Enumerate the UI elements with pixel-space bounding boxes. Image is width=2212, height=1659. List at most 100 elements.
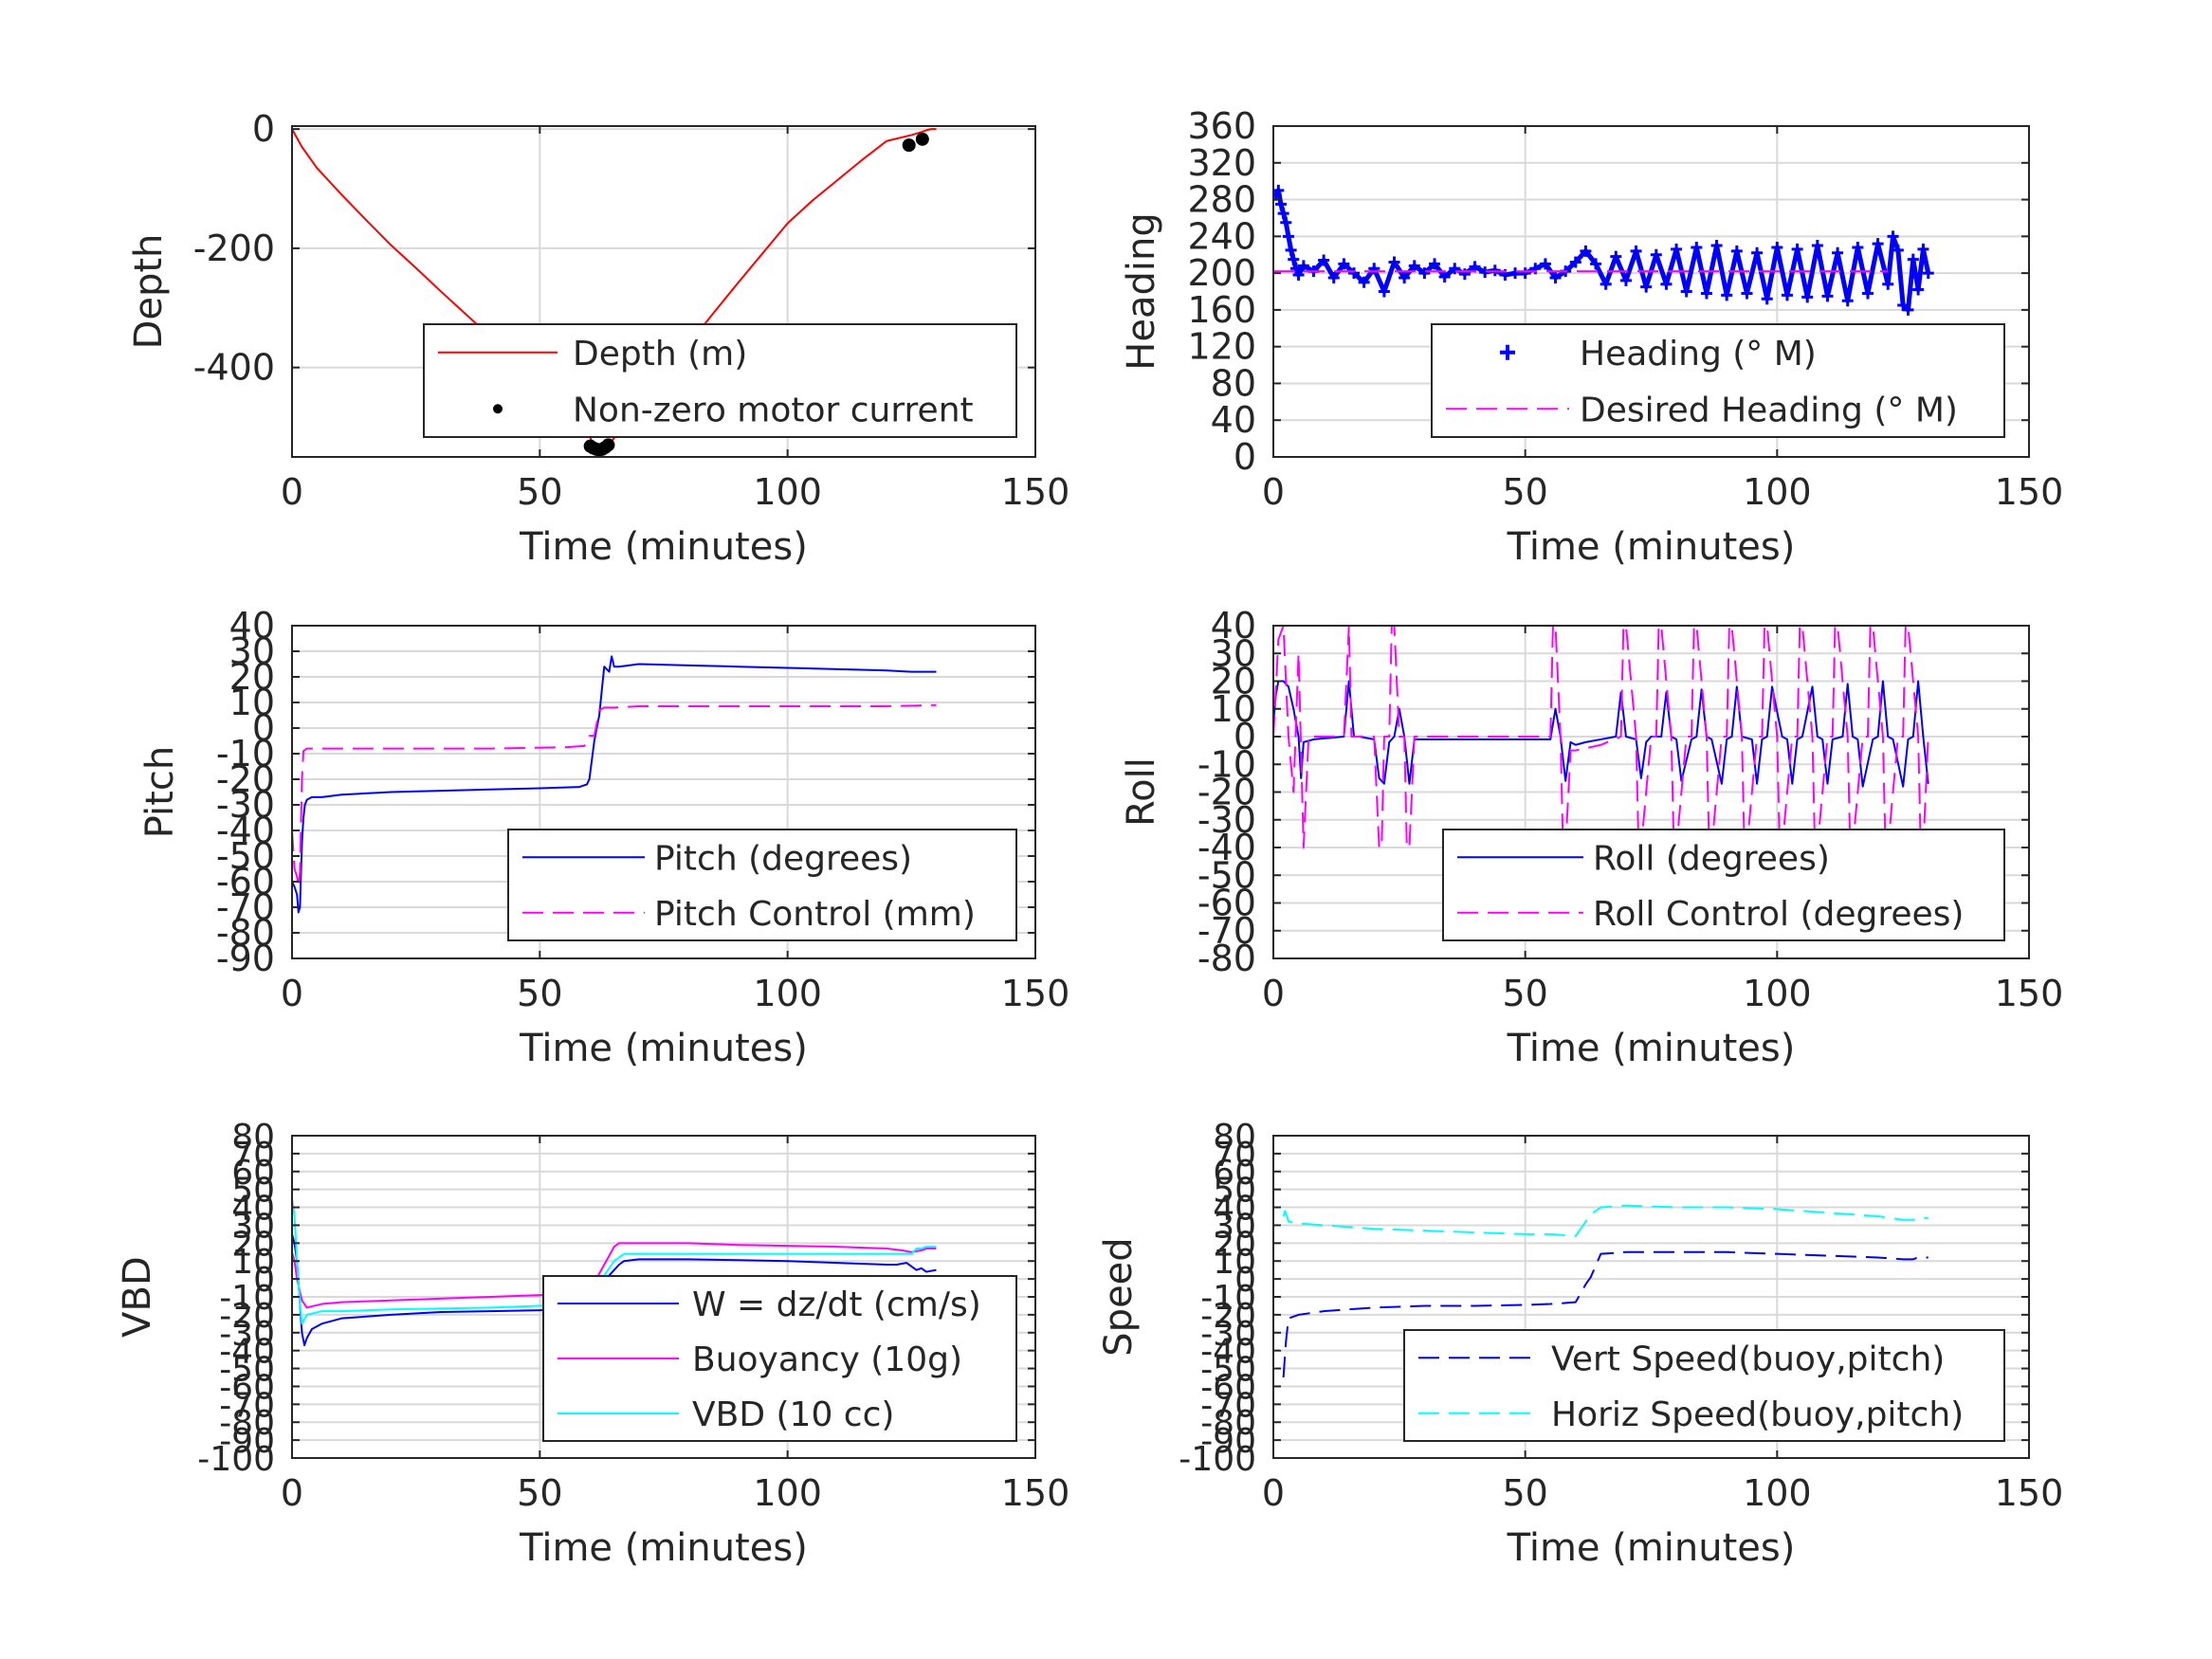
heading-ytick-label: 200 <box>1187 252 1256 294</box>
pitch-series-group <box>292 655 937 914</box>
speed-xtick-label: 150 <box>1995 1472 2064 1514</box>
speed-ytick-label: -20 <box>1200 1297 1256 1336</box>
heading-ytick-label: 160 <box>1187 289 1256 331</box>
heading-ytick-label: 360 <box>1187 105 1256 147</box>
roll-xlabel: Time (minutes) <box>1507 1027 1796 1070</box>
vbd-ytick-label: 50 <box>231 1172 275 1211</box>
pitch-ytick-label: -30 <box>216 784 275 826</box>
depth-panel: 0 50 100 150 0 -200 -400 Time (minutes) Depth Dep… <box>127 108 1069 569</box>
pitch-axes-box <box>291 625 1036 959</box>
pitch-ytick-label: 30 <box>229 630 275 672</box>
roll-ytick-label: -40 <box>1197 827 1256 868</box>
vbd-panel: 0 50 100 150-100-90-80-70-60-50-40-30-20-10… <box>116 1118 1069 1570</box>
pitch-xtick-label: 0 <box>281 973 303 1014</box>
vbd-ytick-label: -60 <box>219 1368 275 1407</box>
speed-legend: Vert Speed(buoy,pitch) Horiz Speed(buoy,p… <box>1403 1329 2005 1442</box>
speed-ytick-label: -30 <box>1200 1315 1256 1354</box>
speed-ytick-label: -60 <box>1200 1368 1256 1407</box>
speed-ytick-label: 20 <box>1213 1225 1256 1264</box>
heading-ytick-label: 280 <box>1187 179 1256 221</box>
pitch-ytick-label: -60 <box>216 861 275 902</box>
vbd-series-3-line <box>292 1197 937 1325</box>
pitch-legend-label: Pitch (degrees) <box>654 839 912 878</box>
roll-ytick-label: -50 <box>1197 854 1256 896</box>
vbd-ytick-label: -50 <box>219 1351 275 1390</box>
vbd-xtick-label: 100 <box>753 1472 822 1514</box>
pitch-legend-box <box>507 829 1017 941</box>
pitch-ytick-label: 0 <box>252 707 275 749</box>
vbd-ytick-label: 40 <box>231 1190 275 1229</box>
speed-ytick-label: -80 <box>1200 1404 1256 1443</box>
vbd-ytick-label: -100 <box>197 1440 275 1479</box>
roll-ytick-label: -30 <box>1197 799 1256 841</box>
roll-legend-label: Roll Control (degrees) <box>1593 895 1964 934</box>
depth-series-group <box>292 128 937 457</box>
vbd-ytick-label: 0 <box>253 1261 275 1300</box>
vbd-legend-label: VBD (10 cc) <box>692 1395 894 1434</box>
heading-legend-label: Desired Heading (° M) <box>1580 391 1958 429</box>
vbd-ytick-label: 30 <box>231 1207 275 1246</box>
speed-series-1-line <box>1282 1250 1929 1378</box>
speed-xtick-label: 0 <box>1262 1472 1285 1514</box>
vbd-xlabel: Time (minutes) <box>519 1526 808 1570</box>
pitch-ytick-label: 10 <box>229 682 275 723</box>
roll-ytick-label: 0 <box>1234 716 1256 757</box>
depth-xtick-label: 100 <box>753 471 822 513</box>
speed-legend-box <box>1403 1329 2005 1442</box>
heading-series-group <box>1273 184 1934 316</box>
heading-axes-box <box>1272 125 2030 458</box>
roll-ytick-label: 20 <box>1211 661 1256 702</box>
vbd-ytick-label: 70 <box>231 1136 275 1175</box>
speed-ytick-label: -100 <box>1179 1440 1256 1479</box>
heading-ytick-label: 80 <box>1211 362 1256 404</box>
pitch-ytick-label: -90 <box>216 938 275 979</box>
roll-xtick-label: 100 <box>1743 973 1812 1014</box>
depth-series-2-point <box>915 132 929 146</box>
speed-legend-label: Horiz Speed(buoy,pitch) <box>1551 1395 1964 1434</box>
speed-ytick-label: -90 <box>1200 1422 1256 1461</box>
roll-legend: Roll (degrees) Roll Control (degrees) <box>1442 829 2005 941</box>
speed-ytick-label: 40 <box>1213 1190 1256 1229</box>
vbd-legend: W = dz/dt (cm/s) Buoyancy (10g) VBD (10 cc… <box>542 1275 1017 1442</box>
vbd-ytick-label: 20 <box>231 1225 275 1264</box>
pitch-ytick-label: -70 <box>216 886 275 928</box>
pitch-ytick-label: -50 <box>216 835 275 877</box>
pitch-legend-label: Pitch Control (mm) <box>654 895 976 934</box>
heading-series-1-band <box>1273 188 1931 313</box>
roll-xtick-label: 0 <box>1262 973 1285 1014</box>
depth-legend: Depth (m) Non-zero motor current <box>423 323 1017 438</box>
depth-xtick-label: 50 <box>517 471 562 513</box>
speed-ytick-label: -50 <box>1200 1351 1256 1390</box>
pitch-ytick-label: -40 <box>216 810 275 851</box>
heading-xtick-label: 0 <box>1262 471 1285 513</box>
pitch-ytick-label: 20 <box>229 656 275 698</box>
roll-ytick-label: 40 <box>1211 605 1256 647</box>
speed-legend-label: Vert Speed(buoy,pitch) <box>1551 1340 1945 1378</box>
depth-legend-swatch <box>493 404 503 414</box>
speed-ylabel: Speed <box>1097 1237 1141 1356</box>
speed-series-2-line <box>1282 1204 1929 1237</box>
speed-ytick-label: -10 <box>1200 1279 1256 1318</box>
roll-ytick-label: -70 <box>1197 910 1256 952</box>
heading-legend-label: Heading (° M) <box>1580 335 1817 374</box>
speed-ytick-label: 50 <box>1213 1172 1256 1211</box>
roll-ytick-label: 30 <box>1211 632 1256 674</box>
depth-axes-box <box>291 125 1036 458</box>
depth-legend-box <box>423 323 1017 438</box>
heading-ytick-label: 0 <box>1234 436 1256 478</box>
roll-panel: 0 50 100 150-80-70-60-50-40-30-20-100102030… <box>1120 605 2063 1070</box>
pitch-ylabel: Pitch <box>138 746 182 838</box>
speed-xtick-label: 100 <box>1743 1472 1812 1514</box>
speed-ytick-label: 80 <box>1213 1118 1256 1157</box>
speed-ytick-label: -40 <box>1200 1333 1256 1372</box>
pitch-legend: Pitch (degrees) Pitch Control (mm) <box>507 829 1017 941</box>
pitch-series-1-line <box>292 655 937 914</box>
speed-xtick-label: 50 <box>1502 1472 1547 1514</box>
pitch-panel: 0 50 100 150-90-80-70-60-50-40-30-20-100102… <box>138 605 1069 1070</box>
depth-series-2-point <box>902 138 916 153</box>
pitch-ytick-label: -20 <box>216 758 275 800</box>
vbd-ytick-label: -20 <box>219 1297 275 1336</box>
vbd-legend-label: W = dz/dt (cm/s) <box>692 1285 981 1324</box>
